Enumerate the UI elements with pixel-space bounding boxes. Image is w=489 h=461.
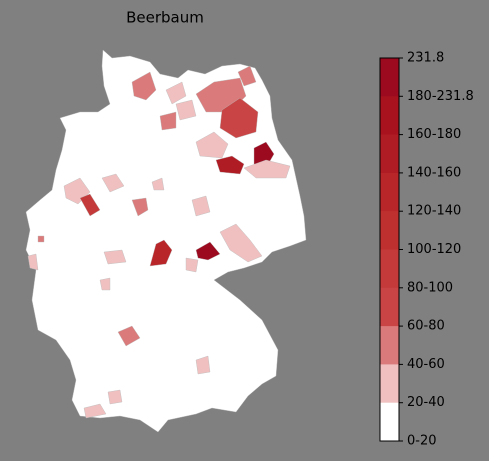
colorbar-segment [380, 211, 399, 250]
colorbar-label: 100-120 [407, 242, 461, 257]
colorbar-segment [380, 249, 399, 289]
colorbar-segment [380, 172, 399, 212]
region [37, 235, 45, 243]
region [195, 131, 229, 159]
colorbar-segment [380, 134, 399, 174]
region [103, 249, 127, 265]
colorbar-segment [380, 364, 399, 404]
colorbar-segment [380, 402, 399, 442]
region [165, 81, 187, 105]
colorbar-segment [380, 96, 399, 136]
map-title: Beerbaum [126, 9, 204, 27]
region [191, 195, 211, 217]
region [237, 65, 257, 87]
region [243, 159, 291, 179]
region [107, 389, 123, 405]
colorbar-label: 180-231.8 [407, 89, 474, 104]
region [101, 173, 125, 193]
colorbar-segment [380, 326, 399, 365]
colorbar-label: 0-20 [407, 434, 437, 449]
colorbar-label: 160-180 [407, 127, 461, 142]
region [131, 71, 157, 101]
colorbar-label: 20-40 [407, 395, 445, 410]
colorbar-label: 231.8 [407, 51, 444, 66]
region [151, 177, 165, 191]
region [159, 111, 177, 131]
region [185, 257, 199, 273]
colorbar: 231.8 180-231.8 160-180 140-160 120-140 100-1… [379, 51, 474, 449]
region [175, 99, 197, 121]
region [149, 239, 173, 267]
region [83, 403, 107, 419]
region [195, 241, 221, 261]
region [117, 325, 141, 347]
colorbar-label: 60-80 [407, 319, 445, 334]
region [79, 193, 101, 217]
region [215, 155, 245, 175]
colorbar-label: 80-100 [407, 280, 453, 295]
region [27, 253, 39, 271]
colorbar-segment [380, 287, 399, 327]
region [219, 223, 263, 263]
colorbar-segment [380, 58, 399, 97]
region [219, 97, 259, 139]
region [131, 197, 149, 217]
region [99, 277, 111, 291]
map [25, 49, 307, 433]
colorbar-label: 140-160 [407, 165, 461, 180]
region [195, 355, 211, 375]
colorbar-label: 120-140 [407, 204, 461, 219]
germany-outline [25, 49, 307, 433]
colorbar-label: 40-60 [407, 357, 445, 372]
